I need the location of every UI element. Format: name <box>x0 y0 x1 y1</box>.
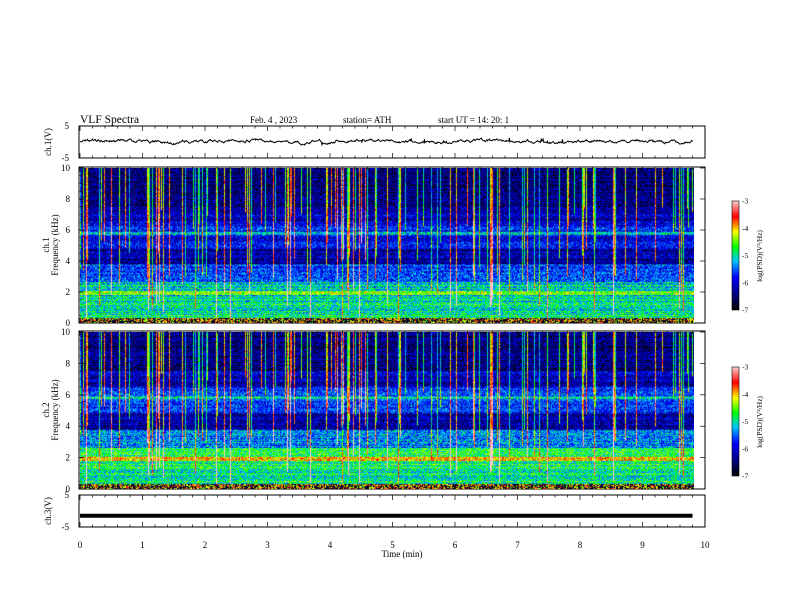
frequency-tick-label: 8 <box>66 194 71 204</box>
ch1-waveform-line <box>79 137 693 147</box>
colorbar-tick-label: -3 <box>742 363 748 372</box>
frequency-tick-label: 6 <box>66 225 71 235</box>
ch1-spectrogram-heatmap <box>80 168 694 323</box>
ch2-spectrogram-ticks: 0 2 4 6 8 10 <box>61 327 706 494</box>
frequency-tick-label: 4 <box>66 256 71 266</box>
ch3-waveform-ticks <box>79 495 706 527</box>
x-tick-label: 4 <box>328 540 333 550</box>
ch1-colorbar-ticks: -3 -4 -5 -6 -7 <box>742 197 748 315</box>
ch2-colorbar-label: log(PSD)(V²/Hz) <box>755 396 764 448</box>
ch1-ylabel-channel: ch.1 <box>41 237 51 252</box>
ch2-colorbar-ticks: -3 -4 -5 -6 -7 <box>742 363 748 481</box>
date-label: Feb. 4 , 2023 <box>250 115 298 125</box>
ch1-ytick-top: 5 <box>65 121 70 131</box>
ch3-waveform-panel: 5 -5 ch.3(V) <box>43 490 706 532</box>
colorbar-tick-label: -7 <box>742 472 748 481</box>
x-tick-label: 2 <box>203 540 208 550</box>
colorbar-tick-label: -5 <box>742 417 748 426</box>
x-tick-label: 3 <box>265 540 270 550</box>
frequency-tick-label: 2 <box>66 453 71 463</box>
ch2-spectrogram-heatmap <box>80 332 694 489</box>
ch1-colorbar-gradient <box>732 201 739 310</box>
x-tick-label: 5 <box>390 540 395 550</box>
ch1-spectrogram-panel: 0 2 4 6 8 10 ch.1 Frequency (kHz) -3 -4 -5 -6 -7 … <box>41 163 764 328</box>
colorbar-tick-label: -4 <box>742 390 748 399</box>
ch1-colorbar-label: log(PSD)(V²/Hz) <box>755 230 764 282</box>
ch1-spectrogram-ticks: 0 2 4 6 8 10 <box>61 163 706 328</box>
x-axis-label: Time (min) <box>382 549 423 559</box>
x-tick-label: 7 <box>515 540 520 550</box>
x-tick-label: 0 <box>78 540 83 550</box>
frequency-tick-label: 10 <box>61 163 71 173</box>
x-tick-label: 6 <box>453 540 458 550</box>
frequency-tick-label: 2 <box>66 287 71 297</box>
colorbar-tick-label: -4 <box>742 224 748 233</box>
ch2-colorbar: -3 -4 -5 -6 -7 log(PSD)(V²/Hz) <box>731 363 764 481</box>
x-tick-label: 10 <box>701 540 711 550</box>
ch2-colorbar-gradient <box>732 367 739 476</box>
frequency-tick-label: 6 <box>66 390 71 400</box>
start-time-label: start UT = 14: 20: 1 <box>438 115 509 125</box>
frequency-tick-label: 8 <box>66 358 71 368</box>
ch1-ytick-bottom: -5 <box>62 153 70 163</box>
ch2-ylabel-frequency: Frequency (kHz) <box>50 379 60 440</box>
x-tick-label: 8 <box>578 540 583 550</box>
ch1-waveform-ticks <box>79 126 706 158</box>
ch2-spectrogram-panel: 0 2 4 6 8 10 ch.2 Frequency (kHz) -3 -4 -5 -6 -7 … <box>41 327 764 494</box>
colorbar-tick-label: -7 <box>742 306 748 315</box>
station-label: station= ATH <box>343 115 392 125</box>
x-tick-label: 9 <box>640 540 645 550</box>
ch2-ylabel-channel: ch.2 <box>41 402 51 417</box>
ch1-waveform-panel: 5 -5 ch.1(V) <box>43 121 706 163</box>
figure-title: VLF Spectra <box>80 114 139 126</box>
ch3-ytick-bottom: -5 <box>62 522 70 532</box>
x-axis-tick-labels: 0 1 2 3 4 5 6 7 8 9 10 <box>78 540 710 550</box>
colorbar-tick-label: -6 <box>742 278 748 287</box>
colorbar-tick-label: -3 <box>742 197 748 206</box>
ch1-colorbar: -3 -4 -5 -6 -7 log(PSD)(V²/Hz) <box>731 197 764 315</box>
frequency-tick-label: 0 <box>66 318 71 328</box>
ch3-ytick-top: 5 <box>65 490 70 500</box>
ch1-ylabel: ch.1(V) <box>43 128 53 156</box>
frequency-tick-label: 10 <box>61 327 71 337</box>
colorbar-tick-label: -6 <box>742 444 748 453</box>
x-tick-label: 1 <box>140 540 145 550</box>
colorbar-tick-label: -5 <box>742 251 748 260</box>
ch1-ylabel-frequency: Frequency (kHz) <box>50 214 60 275</box>
frequency-tick-label: 4 <box>66 421 71 431</box>
ch3-ylabel: ch.3(V) <box>43 497 53 525</box>
frequency-tick-label: 0 <box>66 484 71 494</box>
